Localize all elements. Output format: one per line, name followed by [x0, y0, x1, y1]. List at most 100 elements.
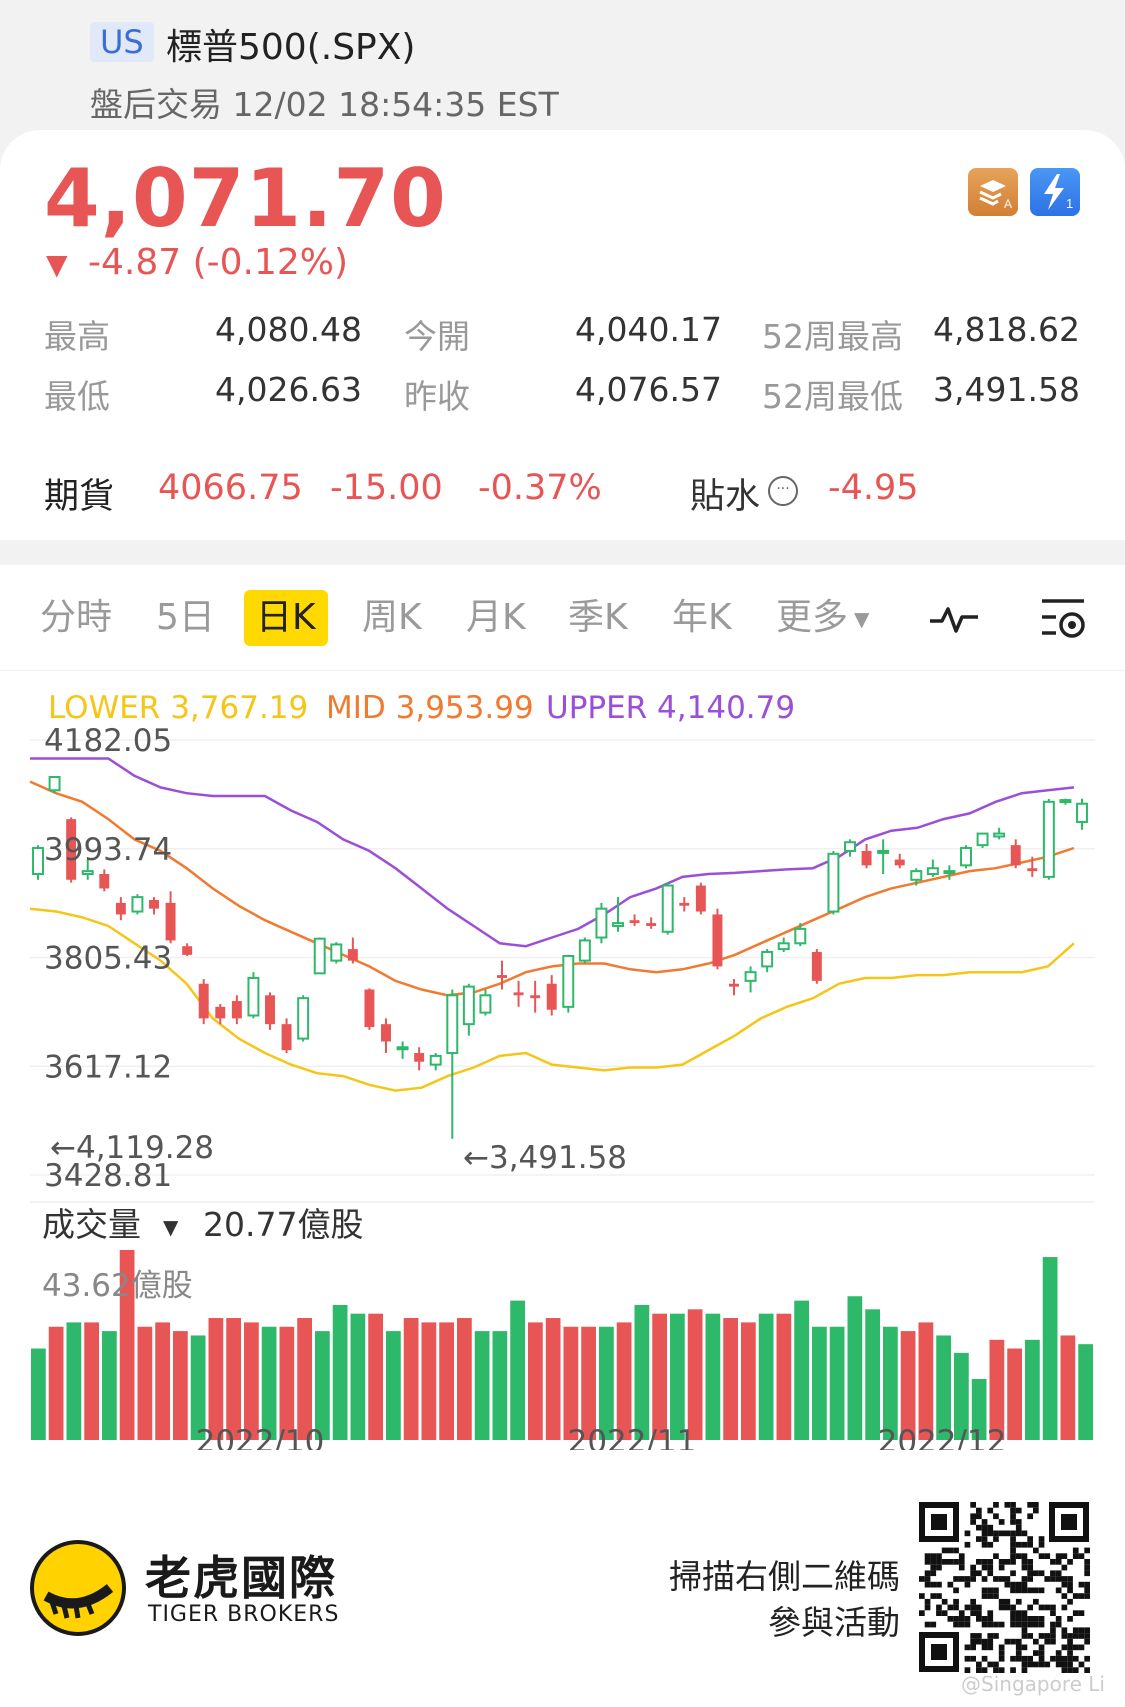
qr-module	[1084, 1593, 1090, 1599]
candle-body	[364, 989, 375, 1028]
qr-module	[987, 1559, 994, 1565]
qr-module	[993, 1633, 999, 1639]
qr-module	[1027, 1541, 1033, 1548]
qr-module	[919, 1576, 925, 1582]
qr-module	[947, 1581, 954, 1588]
candle-body	[330, 943, 343, 962]
qr-finder	[931, 1514, 947, 1530]
candle-body	[81, 870, 94, 876]
qr-module	[981, 1524, 988, 1531]
qr-module	[947, 1559, 954, 1565]
indicator-icon[interactable]	[928, 603, 980, 635]
tab-more[interactable]: 更多 ▼	[764, 590, 881, 646]
tab-monthly-k[interactable]: 月K	[466, 597, 526, 638]
qr-module	[1038, 1616, 1045, 1622]
qr-module	[993, 1593, 999, 1599]
qr-module	[924, 1576, 931, 1582]
qr-module	[1015, 1553, 1022, 1559]
volume-bar	[208, 1318, 224, 1440]
candle-body	[578, 939, 591, 962]
qr-module	[1038, 1587, 1045, 1594]
qr-module	[1021, 1541, 1028, 1548]
tab-weekly-k[interactable]: 周K	[362, 597, 422, 638]
qr-module	[993, 1576, 999, 1582]
qr-module	[930, 1564, 937, 1571]
lightning-level1-icon[interactable]: 1	[1030, 168, 1080, 216]
qr-module	[987, 1644, 994, 1651]
qr-module	[1015, 1610, 1022, 1616]
qr-module	[1084, 1667, 1090, 1673]
volume-bar	[1042, 1257, 1058, 1440]
volume-bar	[48, 1326, 64, 1440]
discount-value: -4.95	[828, 468, 919, 508]
qr-module	[941, 1547, 948, 1554]
price-change: -4.87 (-0.12%)	[88, 242, 349, 283]
qr-module	[1084, 1587, 1090, 1594]
volume-bar	[723, 1318, 738, 1440]
volume-bar	[173, 1331, 188, 1440]
stat-value-open: 4,040.17	[575, 310, 722, 349]
qr-module	[1061, 1576, 1068, 1582]
chart-settings-icon[interactable]	[1038, 595, 1088, 641]
futures-price: 4066.75	[158, 468, 303, 508]
volume-bar	[315, 1331, 330, 1440]
volume-bar	[66, 1322, 82, 1440]
qr-code-icon[interactable]	[915, 1498, 1093, 1676]
qr-module	[947, 1604, 954, 1611]
tab-quarterly-k[interactable]: 季K	[568, 597, 628, 638]
qr-module	[1038, 1655, 1045, 1662]
qr-module	[998, 1559, 1005, 1565]
volume-bar	[812, 1326, 827, 1440]
candlestick-chart[interactable]: LOWER 3,767.19 MID 3,953.99 UPPER 4,140.…	[0, 670, 1125, 1450]
qr-module	[976, 1524, 982, 1531]
tab-daily-k[interactable]: 日K	[244, 590, 328, 646]
more-info-icon[interactable]: ···	[768, 476, 798, 506]
x-axis-labels: 2022/10 2022/11 2022/12	[196, 1424, 1007, 1450]
qr-module	[1027, 1513, 1033, 1520]
qr-module	[1010, 1513, 1016, 1520]
qr-module	[958, 1610, 965, 1616]
tab-yearly-k[interactable]: 年K	[672, 597, 732, 638]
qr-module	[1078, 1610, 1085, 1616]
qr-module	[947, 1547, 954, 1554]
qr-module	[1067, 1655, 1073, 1662]
qr-module	[936, 1593, 942, 1599]
qr-module	[981, 1559, 988, 1565]
qr-module	[1084, 1655, 1090, 1662]
volume-label[interactable]: 成交量	[42, 1205, 141, 1244]
qr-module	[1067, 1581, 1073, 1588]
qr-module	[987, 1587, 994, 1594]
qr-module	[1010, 1530, 1016, 1537]
qr-module	[970, 1513, 976, 1520]
qr-module	[998, 1530, 1005, 1537]
qr-module	[1021, 1587, 1028, 1594]
qr-module	[1061, 1593, 1068, 1599]
qr-module	[1010, 1519, 1016, 1525]
qr-module	[1015, 1519, 1022, 1525]
qr-module	[987, 1530, 994, 1537]
x-tick-label: 2022/11	[568, 1424, 697, 1450]
qr-module	[1050, 1559, 1056, 1565]
qr-module	[919, 1593, 925, 1599]
qr-module	[930, 1559, 937, 1565]
layers-a-icon[interactable]: A	[968, 168, 1018, 216]
tab-5day[interactable]: 5日	[156, 597, 215, 638]
qr-module	[1055, 1650, 1062, 1656]
qr-module	[981, 1530, 988, 1537]
qr-module	[1038, 1536, 1045, 1542]
volume-bar	[279, 1326, 295, 1440]
qr-module	[1084, 1627, 1090, 1634]
candle-body	[1059, 799, 1072, 804]
volume-max-label: 43.62億股	[42, 1268, 193, 1304]
qr-module	[1010, 1536, 1016, 1542]
volume-bar	[847, 1296, 863, 1440]
qr-module	[1061, 1655, 1068, 1662]
tab-intraday[interactable]: 分時	[40, 597, 113, 638]
volume-bar	[865, 1309, 880, 1440]
qr-module	[987, 1564, 994, 1571]
candle-body	[347, 949, 358, 961]
qr-module	[1015, 1644, 1022, 1651]
qr-module	[1067, 1616, 1073, 1622]
volume-caret-down-icon[interactable]: ▼	[163, 1215, 179, 1239]
qr-module	[1061, 1627, 1068, 1634]
